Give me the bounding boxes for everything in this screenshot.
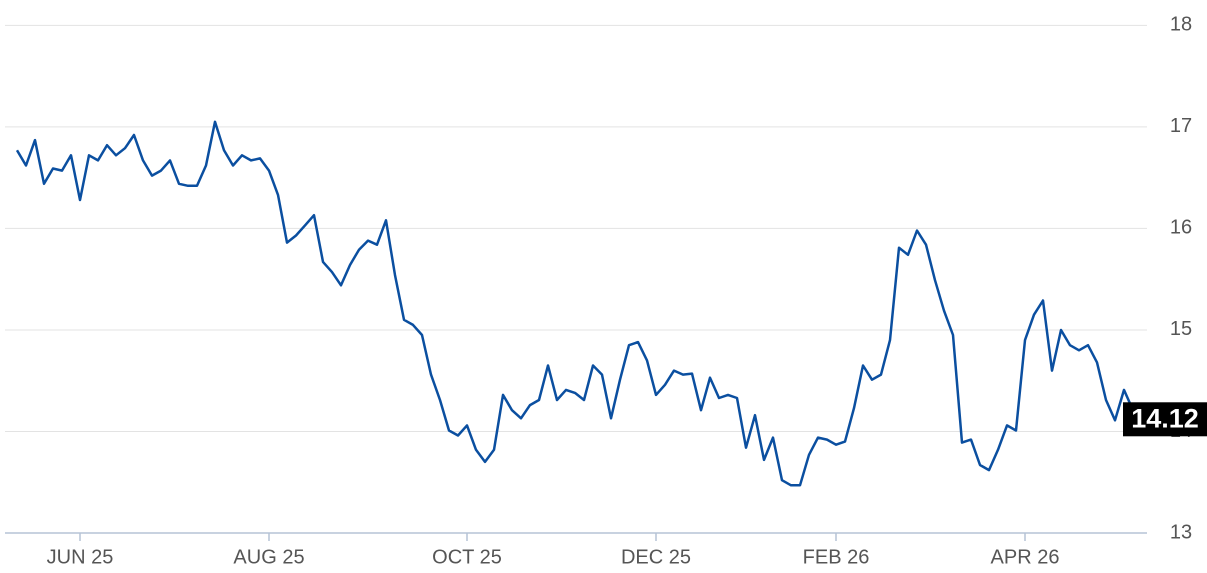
x-tick-label: OCT 25 [432,546,502,568]
x-tick-label: JUN 25 [47,546,114,568]
y-tick-label: 18 [1170,14,1192,36]
last-price-label: 14.12 [1131,403,1199,433]
price-line [15,120,1143,487]
last-price-box [1123,402,1207,437]
x-tick-label: FEB 26 [803,546,870,568]
x-tick-label: DEC 25 [621,546,691,568]
y-tick-label: 17 [1170,115,1192,137]
y-tick-label: 16 [1170,217,1192,239]
y-tick-label: 15 [1170,318,1192,340]
x-tick-label: APR 26 [991,546,1060,568]
y-tick-label: 13 [1170,521,1192,543]
x-tick-label: AUG 25 [233,546,304,568]
